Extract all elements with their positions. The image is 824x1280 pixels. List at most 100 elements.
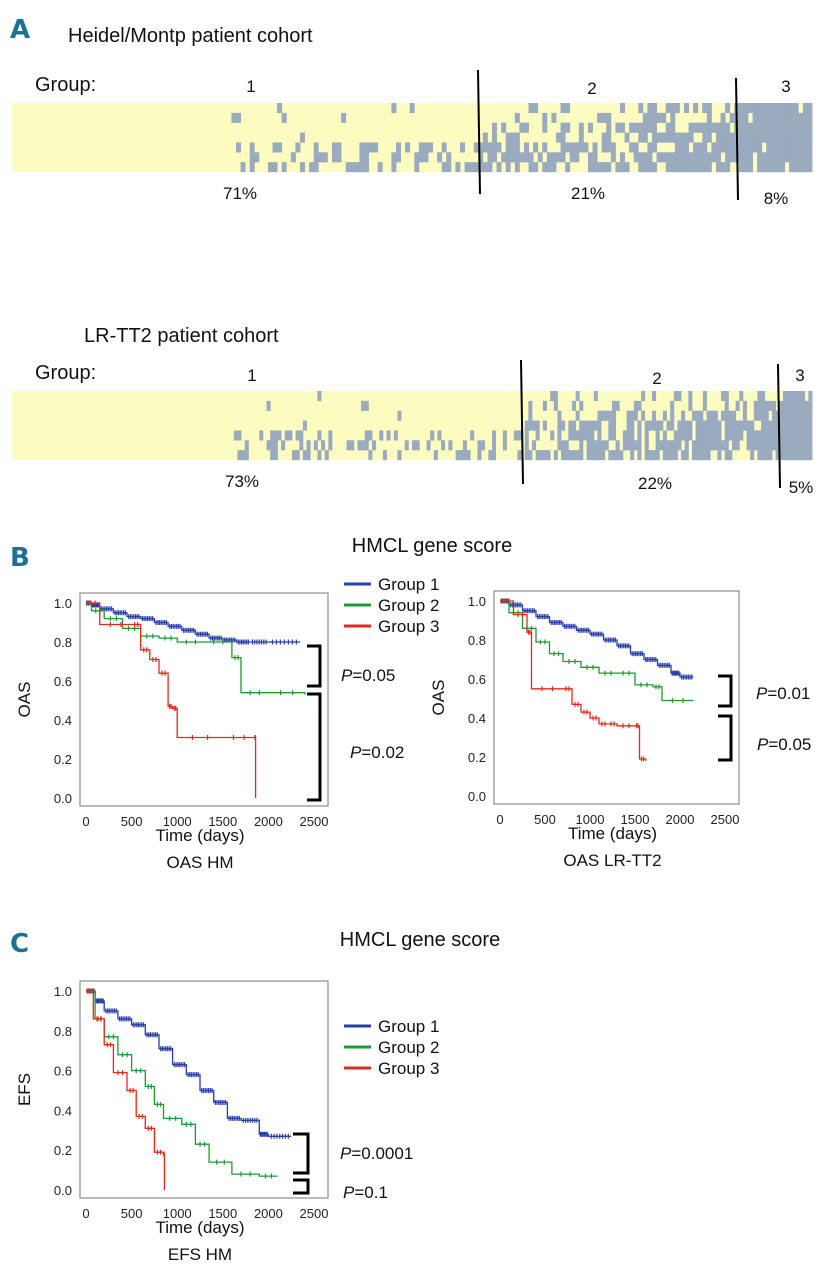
heatmap-cell bbox=[699, 410, 704, 421]
heatmap-cell bbox=[670, 103, 676, 114]
heatmap-cell bbox=[804, 430, 809, 441]
heatmap-cell bbox=[492, 152, 497, 163]
heatmap-cell bbox=[784, 112, 790, 123]
heatmap-cell bbox=[702, 122, 708, 133]
heatmap-cell bbox=[418, 152, 424, 163]
heatmap-cell bbox=[728, 450, 733, 461]
heatmap-cell bbox=[772, 420, 777, 431]
heatmap-cell bbox=[775, 450, 780, 461]
heatmap-cell bbox=[524, 152, 529, 163]
heatmap-cell bbox=[793, 103, 799, 114]
heatmap-cell bbox=[578, 122, 584, 133]
heatmap-cell bbox=[249, 142, 255, 153]
heatmap-cell bbox=[533, 142, 539, 153]
heatmap-cell bbox=[790, 410, 795, 421]
heatmap-cell bbox=[706, 112, 712, 123]
heatmap-cell bbox=[798, 162, 804, 173]
heatmap-cell bbox=[738, 142, 744, 153]
heatmap-cell bbox=[647, 142, 653, 153]
heatmap-cell bbox=[328, 440, 333, 451]
heatmap-cell bbox=[604, 410, 609, 421]
heatmap-cell bbox=[492, 132, 497, 143]
heatmap-cell bbox=[268, 162, 273, 173]
heatmap-cell bbox=[768, 430, 773, 441]
y-tick-label: 1.0 bbox=[468, 594, 486, 609]
heatmap-cell bbox=[273, 450, 278, 461]
section-title-b: HMCL gene score bbox=[352, 535, 512, 557]
heatmap-cell bbox=[802, 162, 808, 173]
heatmap-cell bbox=[254, 152, 260, 163]
p-italic: P bbox=[350, 743, 362, 762]
heatmap-cell bbox=[793, 420, 798, 431]
heatmap-cell bbox=[642, 152, 648, 163]
heatmap-cell bbox=[725, 152, 731, 163]
heatmap-cell bbox=[588, 122, 593, 133]
heatmap-cell bbox=[720, 132, 726, 143]
heatmap-cell bbox=[510, 132, 516, 143]
heatmap-cell bbox=[807, 122, 813, 133]
heatmap-cell bbox=[793, 142, 799, 153]
heatmap-cell bbox=[782, 420, 787, 431]
heatmap-cell bbox=[761, 132, 767, 143]
heatmap-cell bbox=[757, 391, 762, 402]
heatmap-cell bbox=[808, 400, 813, 411]
heatmap-cell bbox=[738, 162, 744, 173]
heatmap-cell bbox=[713, 420, 718, 431]
heatmap-cell bbox=[588, 162, 593, 173]
heatmap-cell bbox=[748, 122, 753, 133]
heatmap-cell bbox=[784, 122, 790, 133]
heatmap-cell bbox=[295, 430, 300, 441]
heatmap-cell bbox=[590, 430, 595, 441]
heatmap-cell bbox=[612, 400, 617, 411]
p-value-text: =0.01 bbox=[767, 684, 810, 703]
heatmap-cell bbox=[272, 142, 278, 153]
heatmap-cell bbox=[593, 440, 598, 451]
heatmap-cell bbox=[706, 410, 711, 421]
heatmap-cell bbox=[642, 112, 648, 123]
heatmap-cell bbox=[524, 430, 529, 441]
heatmap-cell bbox=[679, 162, 685, 173]
heatmap-cell bbox=[706, 430, 711, 441]
heatmap-cell bbox=[528, 103, 534, 114]
heatmap-cell bbox=[487, 162, 493, 173]
heatmap-cell bbox=[699, 420, 704, 431]
heatmap-cell bbox=[801, 400, 806, 411]
km-series-3 bbox=[86, 602, 257, 798]
heatmap-cell bbox=[720, 162, 726, 173]
heatmap-cell bbox=[738, 152, 744, 163]
heatmap-cell bbox=[793, 450, 798, 461]
heatmap-cell bbox=[638, 132, 644, 143]
heatmap-cell bbox=[368, 142, 374, 153]
heatmap-cell bbox=[661, 152, 667, 163]
heatmap-cell bbox=[565, 122, 571, 133]
heatmap-cell bbox=[652, 162, 657, 173]
heatmap-cell bbox=[793, 152, 799, 163]
heatmap-cell bbox=[770, 132, 776, 143]
heatmap-cell bbox=[610, 142, 616, 153]
heatmap-cell bbox=[272, 162, 278, 173]
heatmap-cell bbox=[560, 142, 566, 153]
heatmap-cell bbox=[647, 103, 653, 114]
heatmap-cell bbox=[661, 132, 667, 143]
heatmap-cell bbox=[391, 103, 397, 114]
heatmap-cell bbox=[728, 430, 733, 441]
legend-label: Group 1 bbox=[378, 1017, 439, 1036]
y-axis-label: OAS bbox=[429, 680, 448, 716]
heatmap-cell bbox=[725, 132, 731, 143]
heatmap-cell bbox=[732, 440, 737, 451]
heatmap-cell bbox=[702, 391, 707, 402]
heatmap-cell bbox=[437, 430, 442, 441]
heatmap-cell bbox=[786, 410, 791, 421]
heatmap-cell bbox=[770, 152, 776, 163]
heatmap-cell bbox=[284, 430, 289, 441]
heatmap-cell bbox=[735, 430, 740, 441]
heatmap-cell bbox=[524, 122, 529, 133]
y-tick-label: 0.8 bbox=[468, 633, 486, 648]
y-tick-label: 0.6 bbox=[54, 1064, 72, 1079]
heatmap-cell bbox=[659, 420, 664, 431]
heatmap-cell bbox=[322, 152, 328, 163]
heatmap-cell bbox=[233, 430, 238, 441]
x-tick-label: 2000 bbox=[254, 1206, 283, 1221]
heatmap-cell bbox=[579, 430, 584, 441]
heatmap-cell bbox=[641, 391, 646, 402]
